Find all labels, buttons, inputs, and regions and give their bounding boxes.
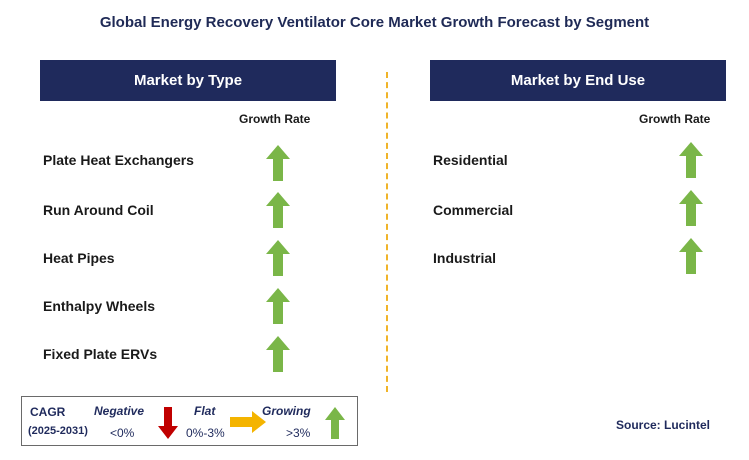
type-label-fixed-plate-ervs: Fixed Plate ERVs (43, 346, 158, 362)
legend-growing-label: Growing (262, 404, 311, 418)
type-label-enthalpy-wheels: Enthalpy Wheels (43, 298, 156, 314)
end-use-label-residential: Residential (433, 152, 508, 168)
arrow-up-icon (266, 288, 290, 324)
legend-period: (2025-2031) (28, 425, 88, 437)
legend-flat-range: 0%-3% (186, 426, 225, 440)
end-use-label-commercial: Commercial (433, 202, 514, 218)
arrow-up-icon (266, 336, 290, 372)
arrow-down-icon (158, 407, 178, 439)
end-use-growth-rate-label: Growth Rate (639, 112, 711, 126)
arrow-up-icon (266, 145, 290, 181)
arrow-up-icon (266, 240, 290, 276)
type-growth-rate-label: Growth Rate (239, 112, 311, 126)
cagr-legend: CAGR (2025-2031) Negative <0% Flat 0%-3%… (21, 396, 358, 446)
type-label-heat-pipes: Heat Pipes (43, 250, 115, 266)
type-label-run-around-coil: Run Around Coil (43, 202, 154, 218)
type-label-plate-heat-exchangers: Plate Heat Exchangers (43, 152, 194, 168)
arrow-up-icon (679, 190, 703, 226)
legend-negative-label: Negative (94, 404, 145, 418)
legend-flat-label: Flat (194, 404, 216, 418)
legend-growing-range: >3% (286, 426, 311, 440)
arrow-up-icon (266, 192, 290, 228)
legend-cagr-label: CAGR (30, 405, 66, 419)
arrow-up-icon (679, 238, 703, 274)
arrow-right-icon (230, 411, 266, 433)
source-label: Source: Lucintel (616, 418, 711, 432)
arrow-up-icon (325, 407, 345, 439)
market-by-type-header: Market by Type (40, 60, 336, 101)
end-use-label-industrial: Industrial (433, 250, 497, 266)
legend-negative-range: <0% (110, 426, 135, 440)
page-title: Global Energy Recovery Ventilator Core M… (99, 14, 650, 31)
panel-divider (386, 72, 388, 392)
arrow-up-icon (679, 142, 703, 178)
market-by-end-use-header: Market by End Use (430, 60, 726, 101)
